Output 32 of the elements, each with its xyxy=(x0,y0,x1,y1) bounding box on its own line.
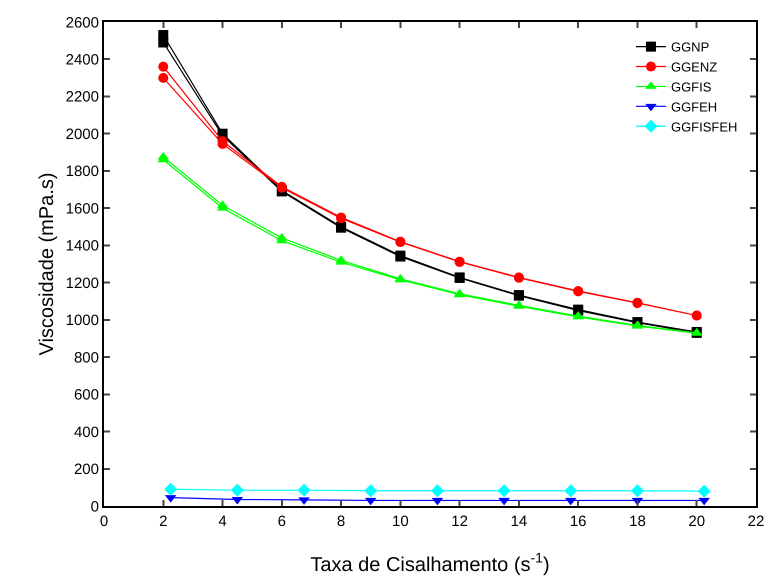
x-tick-label: 8 xyxy=(336,513,346,530)
y-tick-label: 800 xyxy=(74,349,99,366)
x-tick-label: 18 xyxy=(629,513,646,530)
y-tick-label: 400 xyxy=(74,424,99,441)
x-tick-label: 16 xyxy=(570,513,587,530)
y-tick-label: 200 xyxy=(74,461,99,478)
y-tick-label: 1400 xyxy=(66,238,99,255)
y-tick-label: 2000 xyxy=(66,126,99,143)
legend-label: GGFIS xyxy=(670,80,712,94)
y-tick-label: 2600 xyxy=(66,14,99,32)
legend-label: GGFEH xyxy=(670,99,718,114)
y-axis-title: Viscosidade (mPa.s) xyxy=(36,172,58,356)
x-tick-label: 22 xyxy=(748,513,764,530)
y-tick-label: 1800 xyxy=(66,163,99,180)
x-tick-label: 12 xyxy=(451,513,468,530)
y-tick-label: 1200 xyxy=(66,274,99,292)
x-axis-title: Taxa de Cisalhamento (s$^{-1}$) xyxy=(310,550,550,576)
y-tick-label: 600 xyxy=(74,386,99,404)
y-tick-label: 2400 xyxy=(66,51,99,68)
y-tick-label: 2200 xyxy=(66,88,99,106)
x-tick-label: 6 xyxy=(278,513,286,530)
x-tick-label: 20 xyxy=(688,513,706,530)
legend-label: GGFISFEH xyxy=(670,119,738,134)
y-tick-label: 1600 xyxy=(66,200,99,218)
x-tick-label: 2 xyxy=(159,513,168,530)
x-tick-label: 4 xyxy=(218,513,227,530)
x-tick-label: 14 xyxy=(510,513,528,530)
x-tick-label: 10 xyxy=(392,513,409,530)
legend-label: GGENZ xyxy=(670,60,718,75)
legend-label: GGNP xyxy=(670,40,710,55)
y-tick-label: 1000 xyxy=(66,312,99,330)
y-tick-label: 0 xyxy=(90,498,99,516)
